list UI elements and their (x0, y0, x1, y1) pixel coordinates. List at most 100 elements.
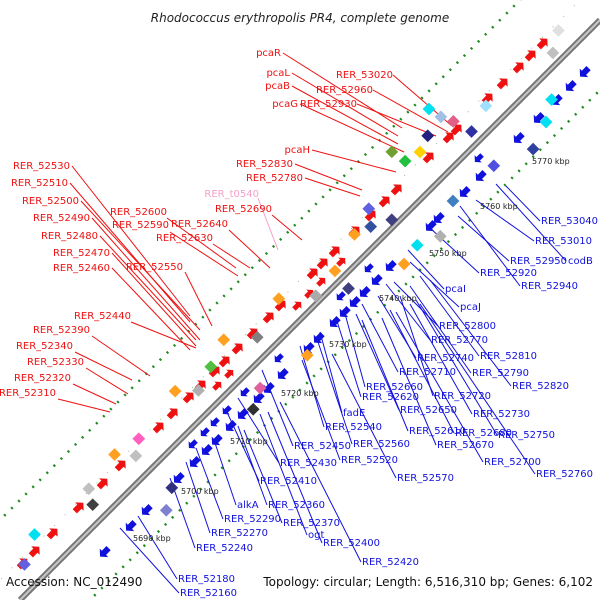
tick-label: 5690 kbp (133, 534, 171, 543)
forward-gene-arrow (336, 257, 346, 267)
gene-label: RER_52920 (480, 268, 537, 279)
gene-label: RER_52810 (480, 351, 537, 362)
reverse-gene-arrow (359, 286, 371, 298)
gene-label: RER_53040 (541, 216, 598, 227)
gene-label: RER_52830 (236, 159, 293, 170)
forward-gene-arrow (450, 124, 462, 136)
label-leader-line (195, 447, 224, 520)
reverse-gene-arrow (274, 353, 284, 363)
label-leader-line (409, 303, 473, 415)
feature-block (526, 142, 540, 156)
gene-label: RER_52340 (16, 341, 73, 352)
accession-text: Accession: NC_012490 (6, 575, 142, 589)
gene-label: RER_52420 (362, 557, 419, 568)
gene-label: RER_52800 (439, 321, 496, 332)
label-leader-line (184, 271, 213, 327)
forward-gene-arrow (536, 38, 548, 50)
tick-label: 5710 kbp (230, 437, 268, 446)
reverse-gene-arrow (222, 405, 232, 415)
forward-gene-arrow (306, 268, 318, 280)
label-leader-line (166, 217, 237, 269)
tick-label: 5770 kbp (532, 157, 570, 166)
gene-label: RER_52270 (211, 528, 268, 539)
label-leader-line (495, 183, 567, 262)
feature-block (300, 348, 314, 362)
feature-block (168, 384, 182, 398)
feature-block (446, 194, 460, 208)
label-leader-line (335, 317, 362, 398)
label-leader-line (259, 413, 308, 536)
label-leader-line (213, 439, 237, 506)
feature-block (82, 482, 96, 496)
reverse-gene-arrow (385, 260, 397, 272)
forward-gene-arrow (496, 78, 508, 90)
gene-label: RER_52310 (0, 388, 56, 399)
label-leader-line (381, 317, 437, 446)
gene-label: pcaH (285, 145, 311, 156)
label-leader-line (267, 411, 323, 544)
gene-label: pcaI (445, 284, 466, 295)
gene-label: codB (568, 256, 593, 267)
gene-label: RER_52360 (268, 500, 325, 511)
label-leader-line (355, 313, 400, 411)
feature-block (129, 449, 143, 463)
gene-label: RER_52570 (397, 473, 454, 484)
label-leader-line (85, 367, 129, 395)
label-leader-line (80, 200, 201, 331)
gene-label: RER_52740 (417, 353, 474, 364)
forward-gene-arrow (166, 408, 178, 420)
feature-block (385, 145, 399, 159)
gene-label: RER_52680 (455, 428, 512, 439)
gene-label: RER_52560 (353, 439, 410, 450)
forward-gene-arrow (304, 289, 314, 299)
feature-block (108, 448, 121, 461)
gene-label: RER_52650 (400, 405, 457, 416)
feature-block (465, 125, 478, 138)
feature-block (342, 282, 355, 295)
feature-block (246, 402, 260, 416)
label-leader-line (343, 309, 366, 388)
label-leader-line (69, 182, 191, 323)
label-leader-line (429, 279, 512, 387)
reverse-gene-arrow (364, 263, 374, 273)
label-leader-line (415, 299, 498, 436)
label-leader-line (299, 103, 405, 153)
feature-block (165, 481, 179, 495)
feature-block (413, 145, 427, 159)
label-leader-line (311, 149, 397, 173)
feature-block (398, 154, 412, 168)
topology-text: Topology: circular; Length: 6,516,310 bp… (262, 575, 593, 589)
label-leader-line (291, 85, 399, 145)
forward-gene-arrow (182, 392, 194, 404)
feature-block (410, 238, 424, 252)
reverse-gene-arrow (240, 387, 250, 397)
reverse-gene-arrow (263, 382, 275, 394)
gene-label: RER_52720 (434, 391, 491, 402)
gene-label: RER_52610 (409, 426, 466, 437)
gene-label: RER_52710 (399, 367, 456, 378)
label-leader-line (271, 214, 303, 241)
gene-label: RER_52180 (178, 574, 235, 585)
gene-label: RER_52460 (53, 263, 110, 274)
tick-label: 5750 kbp (429, 249, 467, 258)
gene-label: RER_52470 (53, 248, 110, 259)
gene-label: RER_52750 (498, 430, 555, 441)
reverse-gene-arrow (173, 472, 185, 484)
label-leader-line (409, 261, 460, 308)
forward-gene-arrow (218, 356, 230, 368)
label-leader-line (282, 52, 403, 129)
forward-gene-arrow (390, 184, 402, 196)
reverse-gene-arrow (474, 153, 484, 163)
gene-label: RER_52370 (283, 518, 340, 529)
label-leader-line (228, 229, 271, 269)
label-leader-line (372, 89, 449, 133)
reverse-gene-arrow (329, 316, 341, 328)
feature-block (397, 257, 411, 271)
label-leader-line (169, 231, 239, 277)
feature-block (253, 381, 267, 395)
forward-gene-arrow (292, 301, 302, 311)
label-leader-line (331, 353, 397, 479)
gene-label: RER_52950 (510, 256, 567, 267)
